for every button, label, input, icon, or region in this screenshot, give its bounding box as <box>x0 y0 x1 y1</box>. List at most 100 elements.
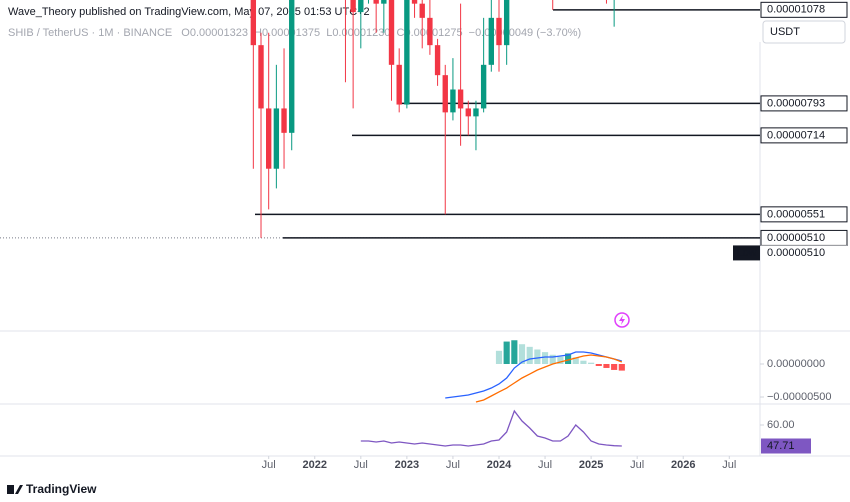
candle-body <box>396 64 402 105</box>
price-label-box <box>760 95 848 112</box>
quote-value: 0.00001323 <box>190 27 248 39</box>
candle-body <box>442 75 448 113</box>
candle-body <box>266 108 272 169</box>
quote-key: O <box>181 27 190 39</box>
y-tick-label: −0.00000500 <box>767 391 832 403</box>
x-tick-label: Jul <box>354 459 368 471</box>
histogram-bar <box>511 340 518 365</box>
indicator-line <box>475 354 623 403</box>
price-label: 0.00000551 <box>767 208 825 220</box>
indicator-line <box>445 351 622 399</box>
quote-change: −0.00000049 (−3.70%) <box>469 27 582 39</box>
histogram-bar <box>595 364 602 366</box>
histogram-bar <box>503 341 510 365</box>
price-label-box <box>760 206 848 223</box>
candle-body <box>381 0 387 4</box>
x-tick-label: 2024 <box>487 459 512 471</box>
footer-logo <box>7 485 23 494</box>
histogram-bar <box>495 350 503 365</box>
x-tick-label: Jul <box>630 459 644 471</box>
histogram-bar <box>588 362 595 365</box>
histogram-bar <box>603 364 610 368</box>
candle-body <box>434 45 441 76</box>
macd-pane <box>445 340 625 403</box>
candle-body <box>281 108 287 133</box>
quote-key: L <box>326 27 332 39</box>
x-tick-label: 2025 <box>579 459 603 471</box>
price-label: 0.00000793 <box>767 97 825 109</box>
x-tick-label: 2026 <box>671 459 695 471</box>
price-label-box <box>760 127 848 144</box>
histogram-bar <box>611 364 618 370</box>
last-value-label: 47.71 <box>767 440 795 452</box>
histogram-bar <box>565 353 572 365</box>
publisher-line: Wave_Theory published on TradingView.com… <box>8 6 370 18</box>
candle-body <box>388 0 395 65</box>
candle-body <box>289 0 295 133</box>
event-icon-bolt <box>619 315 625 325</box>
histogram-bar <box>549 354 556 365</box>
indicator-line <box>360 409 622 447</box>
candle-body <box>258 45 264 109</box>
candle-body <box>457 89 464 109</box>
quote-key: H <box>254 27 262 39</box>
x-tick-label: Jul <box>538 459 552 471</box>
event-icon[interactable] <box>614 312 630 328</box>
candle-body <box>373 0 379 4</box>
candle-body <box>488 17 494 65</box>
price-label-box <box>760 1 848 18</box>
histogram-bar <box>518 344 526 365</box>
histogram-bar <box>557 356 564 365</box>
histogram-bar <box>526 346 533 365</box>
candle-body <box>496 17 502 46</box>
symbol: SHIB / TetherUS · 1M · BINANCE <box>8 27 172 39</box>
symbol-line: SHIB / TetherUS · 1M · BINANCE O0.000013… <box>8 27 581 39</box>
currency-box[interactable] <box>762 20 846 44</box>
footer-brand: TradingView <box>26 482 97 496</box>
histogram-bar <box>541 352 549 365</box>
candle-body <box>465 108 471 117</box>
candle-body <box>473 108 479 117</box>
histogram-bar <box>580 360 587 365</box>
x-tick-label: Jul <box>262 459 276 471</box>
price-label: 0.00000510 <box>767 232 825 244</box>
currency[interactable]: USDT <box>770 26 800 38</box>
candle-body <box>350 0 356 13</box>
x-tick-label: Jul <box>446 459 460 471</box>
histogram-bar <box>572 357 579 365</box>
candle-body <box>404 0 410 105</box>
logo-part <box>7 485 14 494</box>
candle-body <box>450 89 456 113</box>
candle-body <box>358 0 364 13</box>
y-tick-label: 0.00000000 <box>767 358 825 370</box>
histogram-bar <box>618 364 625 371</box>
candle-body <box>419 3 425 18</box>
price-label: 0.00001078 <box>767 4 825 16</box>
quote-key: C <box>397 27 405 39</box>
y-tick-label: 60.00 <box>767 419 795 431</box>
rsi-pane <box>360 409 622 447</box>
histogram-bar <box>534 349 541 365</box>
x-tick-label: 2023 <box>395 459 419 471</box>
candle-body <box>427 17 433 46</box>
x-tick-label: 2022 <box>303 459 327 471</box>
price-label: 0.00000714 <box>767 129 825 141</box>
candle-body <box>480 64 487 109</box>
last-value-box <box>761 438 811 454</box>
quote-value: 0.00001230 <box>332 27 390 39</box>
price-label: 0.00000510 <box>767 247 825 259</box>
price-label-box <box>761 245 847 261</box>
candle-body <box>250 0 257 46</box>
x-tick-label: Jul <box>722 459 736 471</box>
candle-body <box>411 0 418 4</box>
candle-body <box>273 108 280 169</box>
logo-part <box>15 485 23 494</box>
extreme-name-box <box>733 245 760 261</box>
price-pane: 0.618 (0.00005660)0.382 (0.00003706)0.61… <box>0 0 760 239</box>
quote-value: 0.00001275 <box>404 27 462 39</box>
extreme-name: Low <box>736 247 756 259</box>
